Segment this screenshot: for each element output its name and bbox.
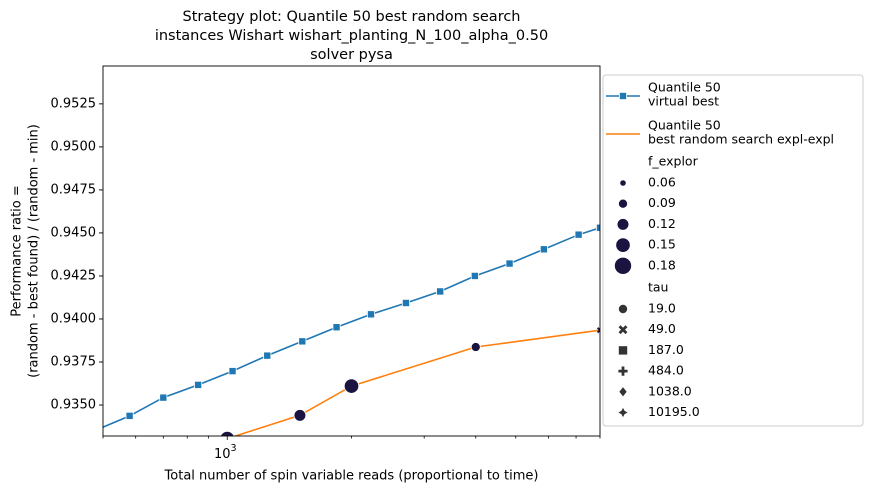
y-axis-label: Performance ratio = (random - best found)…: [10, 124, 42, 378]
scatter-point: [343, 378, 360, 394]
legend-tau-marker: [618, 345, 629, 356]
series-point: [263, 351, 272, 360]
legend-size-label: 0.18: [648, 257, 676, 272]
series-point: [574, 230, 583, 239]
y-tick-label: 0.9425: [51, 268, 97, 283]
series-point: [159, 393, 168, 402]
legend-size-marker: [614, 256, 633, 275]
series-point: [505, 259, 514, 268]
chart-title: Strategy plot: Quantile 50 best random s…: [155, 9, 548, 63]
series-line-0: [103, 227, 600, 428]
legend-size-label: 0.09: [648, 195, 676, 210]
scatter-point: [293, 409, 307, 422]
legend-size-marker: [615, 237, 631, 253]
legend-size-marker: [616, 218, 630, 231]
series-point: [436, 287, 445, 296]
series-point: [194, 380, 203, 389]
y-tick-label: 0.9500: [51, 139, 97, 154]
plot-area: [81, 223, 600, 439]
series-point: [332, 323, 341, 332]
legend-line-label: Quantile 50: [648, 118, 721, 133]
scatter-point: [596, 327, 600, 334]
legend-tau-label: 10195.0: [648, 404, 700, 419]
legend-size-marker: [619, 179, 627, 187]
legend-line-label: best random search expl-expl: [648, 132, 834, 147]
legend-tau-label: 19.0: [648, 301, 676, 316]
y-axis-label-line: Performance ratio =: [10, 185, 25, 317]
legend-line-label: Quantile 50: [648, 80, 721, 95]
legend-tau-marker: [618, 325, 628, 335]
legend-marker-title: tau: [648, 280, 668, 295]
x-tick-label: 103: [214, 443, 237, 462]
series-point: [228, 367, 237, 376]
series-line-1: [232, 329, 600, 436]
legend-tau-marker: [618, 407, 628, 418]
scatter-point: [220, 430, 235, 436]
series-point: [298, 337, 307, 346]
series-point: [596, 223, 600, 232]
series-point: [401, 298, 410, 307]
series-point: [539, 245, 548, 254]
chart-title-line: solver pysa: [310, 47, 393, 63]
legend-tau-marker: [619, 387, 627, 397]
x-axis: 103 Total number of spin variable reads (…: [102, 436, 601, 484]
legend-size-title: f_explor: [648, 154, 699, 169]
legend-tau-marker: [618, 366, 628, 376]
series-point: [367, 310, 376, 319]
series-point: [470, 271, 479, 280]
y-tick-label: 0.9450: [51, 225, 97, 240]
legend-size-marker: [618, 198, 628, 209]
legend-tau-label: 484.0: [648, 363, 684, 378]
legend-tau-marker: [618, 303, 629, 314]
y-tick-label: 0.9350: [51, 398, 97, 413]
series-point: [125, 411, 134, 420]
y-tick-label: 0.9525: [51, 96, 97, 111]
legend-size-label: 0.12: [648, 216, 676, 231]
series-point: [81, 432, 88, 439]
legend-tau-label: 187.0: [648, 342, 684, 357]
y-tick-label: 0.9475: [51, 182, 97, 197]
legend-tau-label: 1038.0: [648, 383, 692, 398]
legend-tau-label: 49.0: [648, 321, 676, 336]
legend-line-label: virtual best: [648, 94, 719, 109]
y-tick-label: 0.9400: [51, 311, 97, 326]
legend-size-label: 0.06: [648, 175, 676, 190]
y-axis: 0.9350 0.9375 0.9400 0.9425 0.9450 0.9475 0.95…: [10, 96, 103, 413]
legend-frame: [602, 74, 864, 427]
legend-size-label: 0.15: [648, 237, 676, 252]
scatter-point: [470, 342, 481, 352]
x-axis-label: Total number of spin variable reads (pro…: [164, 469, 539, 484]
chart-title-line: Strategy plot: Quantile 50 best random s…: [182, 9, 520, 25]
y-axis-label-line: (random - best found) / (random - min): [27, 124, 42, 378]
y-tick-label: 0.9375: [51, 355, 97, 370]
chart-title-line: instances Wishart wishart_planting_N_100…: [155, 28, 548, 44]
legend-marker: [619, 92, 628, 101]
